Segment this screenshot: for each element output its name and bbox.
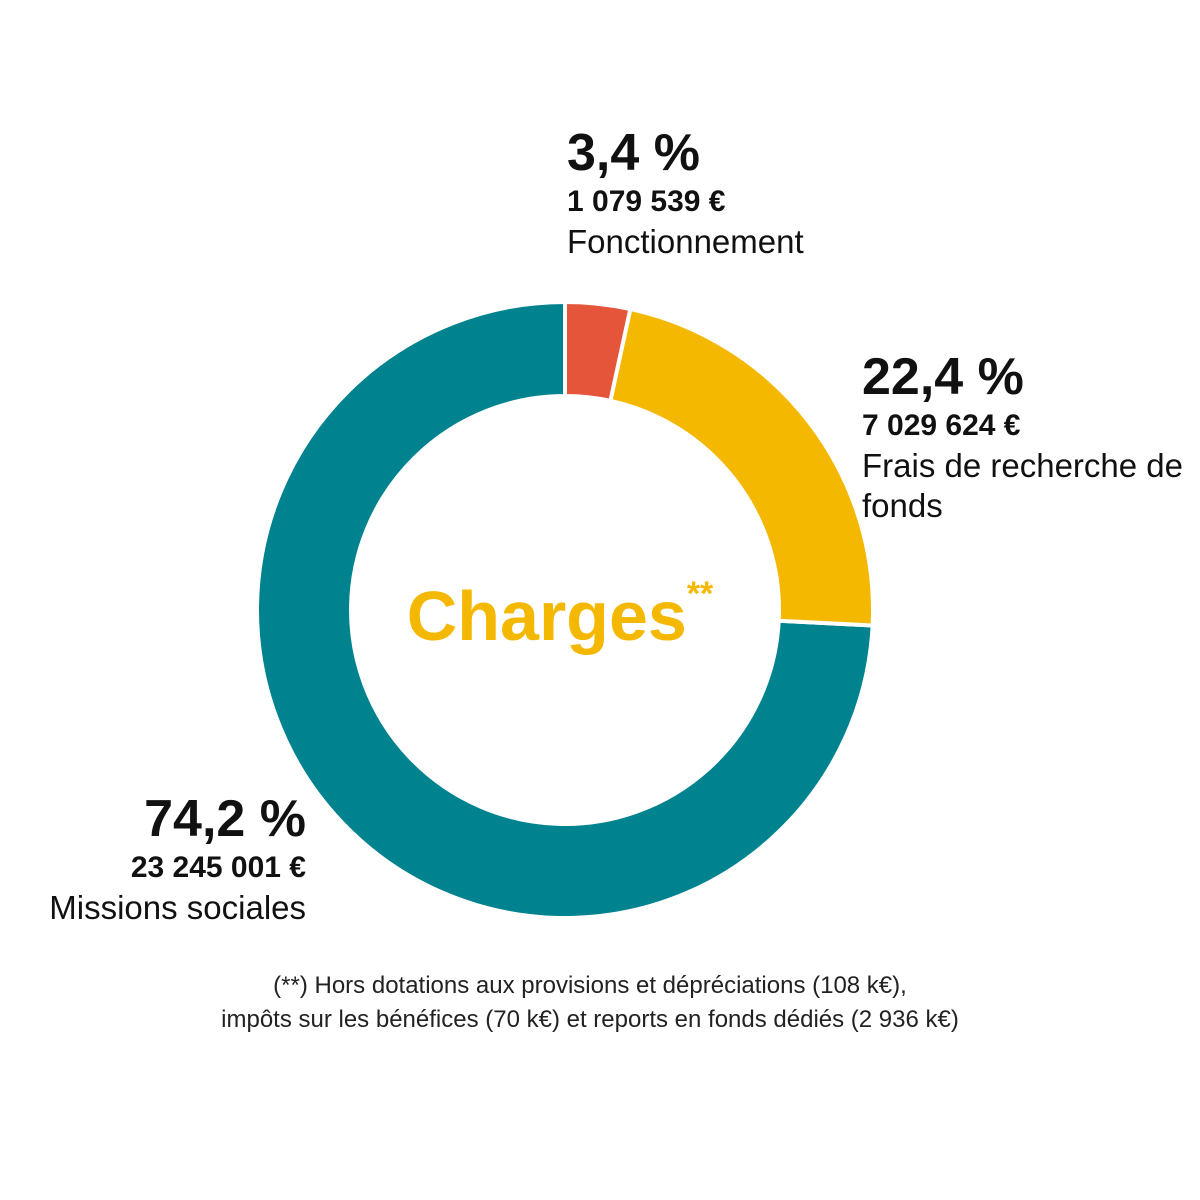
footnote: (**) Hors dotations aux provisions et dé… xyxy=(273,972,907,999)
slice-label: 22,4 % 7 029 624 € Frais de recherche de… xyxy=(862,348,1192,526)
title-marker: ** xyxy=(687,575,714,613)
slice-label: 74,2 % 23 245 001 € Missions sociales xyxy=(0,790,306,928)
category-label: Missions sociales xyxy=(49,889,306,926)
amount-label: 23 245 001 € xyxy=(130,851,306,884)
amount-label: 1 079 539 € xyxy=(567,185,726,218)
percent-label: 74,2 % xyxy=(144,790,306,848)
footnote: impôts sur les bénéfices (70 k€) et repo… xyxy=(221,1006,959,1033)
category-label: Frais de recherche de fonds xyxy=(862,447,1183,524)
percent-label: 3,4 % xyxy=(567,124,700,182)
donut-slice xyxy=(563,299,633,404)
chart-title: Charges** xyxy=(407,575,714,656)
category-label: Fonctionnement xyxy=(567,223,804,260)
slice-label: 3,4 % 1 079 539 € Fonctionnement xyxy=(567,124,967,262)
donut-slice xyxy=(255,299,875,920)
percent-label: 22,4 % xyxy=(862,348,1024,406)
donut-slice xyxy=(607,306,875,628)
amount-label: 7 029 624 € xyxy=(862,409,1021,442)
title-text: Charges xyxy=(407,577,687,655)
